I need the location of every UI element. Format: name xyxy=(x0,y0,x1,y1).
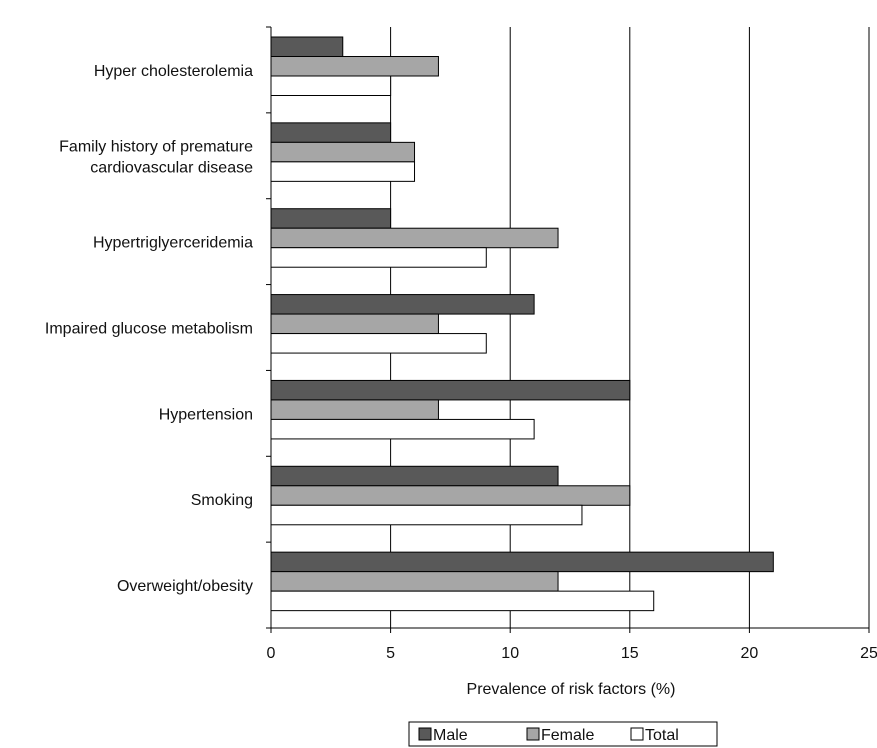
gridlines xyxy=(390,27,870,628)
legend: Male Female Total xyxy=(408,721,718,747)
x-axis-title: Prevalence of risk factors (%) xyxy=(467,681,676,698)
bar-total-5 xyxy=(270,504,583,526)
axes xyxy=(266,26,870,633)
bar-female-0 xyxy=(270,56,439,77)
category-label: Overweight/obesity xyxy=(117,578,253,595)
legend-label-female: Female xyxy=(541,727,594,744)
legend-box xyxy=(408,721,718,747)
bar-male-2 xyxy=(270,208,392,229)
bar-female-2 xyxy=(270,227,559,249)
x-tick-label: 20 xyxy=(741,645,759,662)
bar-total-1 xyxy=(270,161,416,182)
category-label: Hyper cholesterolemia xyxy=(94,63,253,80)
bar-male-0 xyxy=(270,36,344,57)
x-tick-label: 25 xyxy=(860,645,877,662)
bar-total-6 xyxy=(270,590,655,612)
bar-total-2 xyxy=(270,247,487,268)
bar-total-4 xyxy=(270,418,535,440)
x-tick-labels: 0 5 10 15 20 25 xyxy=(267,645,877,662)
bar-male-6 xyxy=(270,551,774,573)
bar-total-0 xyxy=(270,75,392,96)
x-tick-label: 10 xyxy=(501,645,519,662)
x-tick-label: 0 xyxy=(267,645,276,662)
legend-label-male: Male xyxy=(433,727,468,744)
bar-female-3 xyxy=(270,313,439,335)
bar-male-4 xyxy=(270,379,631,401)
bar-male-3 xyxy=(270,294,535,315)
bars xyxy=(270,36,774,612)
category-label: Hypertriglyerceridemia xyxy=(93,235,253,252)
category-labels: Hyper cholesterolemia Family history of p… xyxy=(45,63,253,595)
bar-total-3 xyxy=(270,333,487,354)
bar-male-1 xyxy=(270,122,392,143)
legend-label-total: Total xyxy=(645,727,679,744)
legend-swatch-female xyxy=(526,727,540,741)
category-label: Hypertension xyxy=(159,406,253,423)
bar-female-4 xyxy=(270,399,439,420)
bar-female-1 xyxy=(270,141,416,163)
category-label: Impaired glucose metabolism xyxy=(45,321,253,338)
x-tick-label: 15 xyxy=(621,645,639,662)
legend-swatch-male xyxy=(418,727,432,741)
category-label: cardiovascular disease xyxy=(90,159,253,176)
bar-male-5 xyxy=(270,465,559,487)
category-label: Family history of premature xyxy=(59,138,253,155)
bar-female-6 xyxy=(270,571,559,592)
category-label: Smoking xyxy=(191,492,253,509)
legend-swatch-total xyxy=(630,727,644,741)
bar-female-5 xyxy=(270,485,631,506)
x-tick-label: 5 xyxy=(386,645,395,662)
